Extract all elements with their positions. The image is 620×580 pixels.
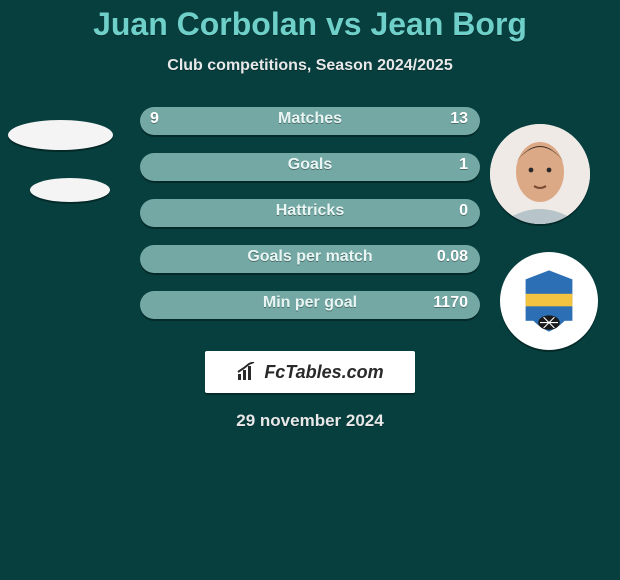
- stat-bar: Min per goal: [140, 291, 480, 319]
- stat-label: Goals per match: [140, 248, 480, 266]
- stat-value-right: 0.08: [437, 248, 468, 266]
- stat-label: Hattricks: [140, 202, 480, 220]
- stat-bar: Matches: [140, 107, 480, 135]
- generation-date: 29 november 2024: [0, 411, 620, 431]
- stat-value-right: 13: [450, 110, 468, 128]
- stat-row: Min per goal1170: [0, 291, 620, 337]
- stat-row: Hattricks0: [0, 199, 620, 245]
- stat-value-left: 9: [150, 110, 159, 128]
- stat-value-right: 0: [459, 202, 468, 220]
- stats-table: Matches913Goals1Hattricks0Goals per matc…: [0, 107, 620, 337]
- stat-row: Goals1: [0, 153, 620, 199]
- stat-row: Goals per match0.08: [0, 245, 620, 291]
- comparison-infographic: Juan Corbolan vs Jean Borg Club competit…: [0, 0, 620, 580]
- stat-bar: Goals per match: [140, 245, 480, 273]
- stat-label: Matches: [140, 110, 480, 128]
- stat-row: Matches9 13: [0, 107, 620, 153]
- page-subtitle: Club competitions, Season 2024/2025: [0, 57, 620, 75]
- stat-label: Min per goal: [140, 294, 480, 312]
- stat-value-right: 1170: [433, 294, 468, 312]
- stat-bar: Goals: [140, 153, 480, 181]
- chart-bars-icon: [236, 362, 258, 382]
- source-logo-text: FcTables.com: [264, 362, 383, 383]
- stat-label: Goals: [140, 156, 480, 174]
- source-logo: FcTables.com: [205, 351, 415, 393]
- stat-bar: Hattricks: [140, 199, 480, 227]
- stat-value-right: 1: [459, 156, 468, 174]
- page-title: Juan Corbolan vs Jean Borg: [0, 0, 620, 43]
